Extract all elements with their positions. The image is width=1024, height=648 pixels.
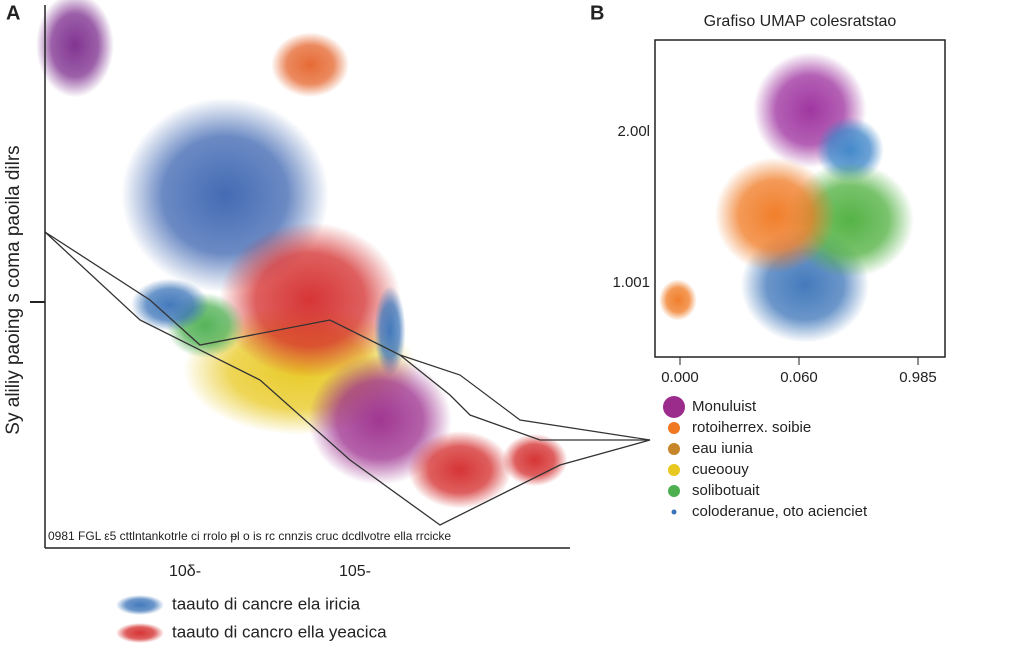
plot-frame (654, 39, 946, 358)
panel-label: B (590, 2, 604, 24)
chart-title: Grafiso UMAP colesratstao (704, 13, 897, 30)
panel-label: A (6, 2, 20, 24)
x-tick-label: 10δ- (169, 563, 201, 580)
legend-swatch (668, 485, 680, 497)
y-tick-label: 1.001 (612, 274, 650, 291)
cluster (407, 430, 512, 509)
y-tick-label: 2.00l (617, 123, 650, 140)
legend-swatch (116, 623, 164, 643)
legend-swatch (668, 464, 680, 476)
x-tick-label: 105- (339, 563, 371, 580)
legend-swatch (668, 443, 680, 455)
cluster (131, 278, 209, 331)
cluster (36, 0, 114, 98)
strip-text: 0981 FGL ε5 cttlntankotrle ci rrolo ᵽl o… (48, 529, 451, 543)
legend-label: rotoiherrex. soibie (692, 419, 811, 436)
x-tick-label: 0.985 (899, 369, 937, 386)
legend-swatch (668, 422, 680, 434)
legend-swatch (116, 595, 164, 615)
connector (44, 231, 651, 526)
y-axis-label: Sy aliliy paoing s coma paoila dilrs (3, 145, 24, 434)
cluster (271, 32, 350, 98)
cluster (714, 157, 836, 273)
legend-label: Monuluist (692, 398, 757, 415)
cluster (219, 222, 401, 378)
legend-label: coloderanue, oto acienciet (692, 503, 868, 520)
legend-swatch (663, 396, 685, 418)
legend-label: taauto di cancro ella yeacica (172, 622, 387, 641)
x-tick-label: 0.060 (780, 369, 818, 386)
legend-label: eau iunia (692, 440, 754, 457)
connector (399, 354, 651, 441)
legend-swatch (671, 509, 677, 515)
x-tick-label: 0.000 (661, 369, 699, 386)
cluster (659, 279, 697, 321)
legend-label: cueoouy (692, 461, 749, 478)
legend-label: taauto di cancre ela iricia (172, 594, 361, 613)
cluster (502, 433, 568, 487)
legend-label: solibotuait (692, 482, 760, 499)
